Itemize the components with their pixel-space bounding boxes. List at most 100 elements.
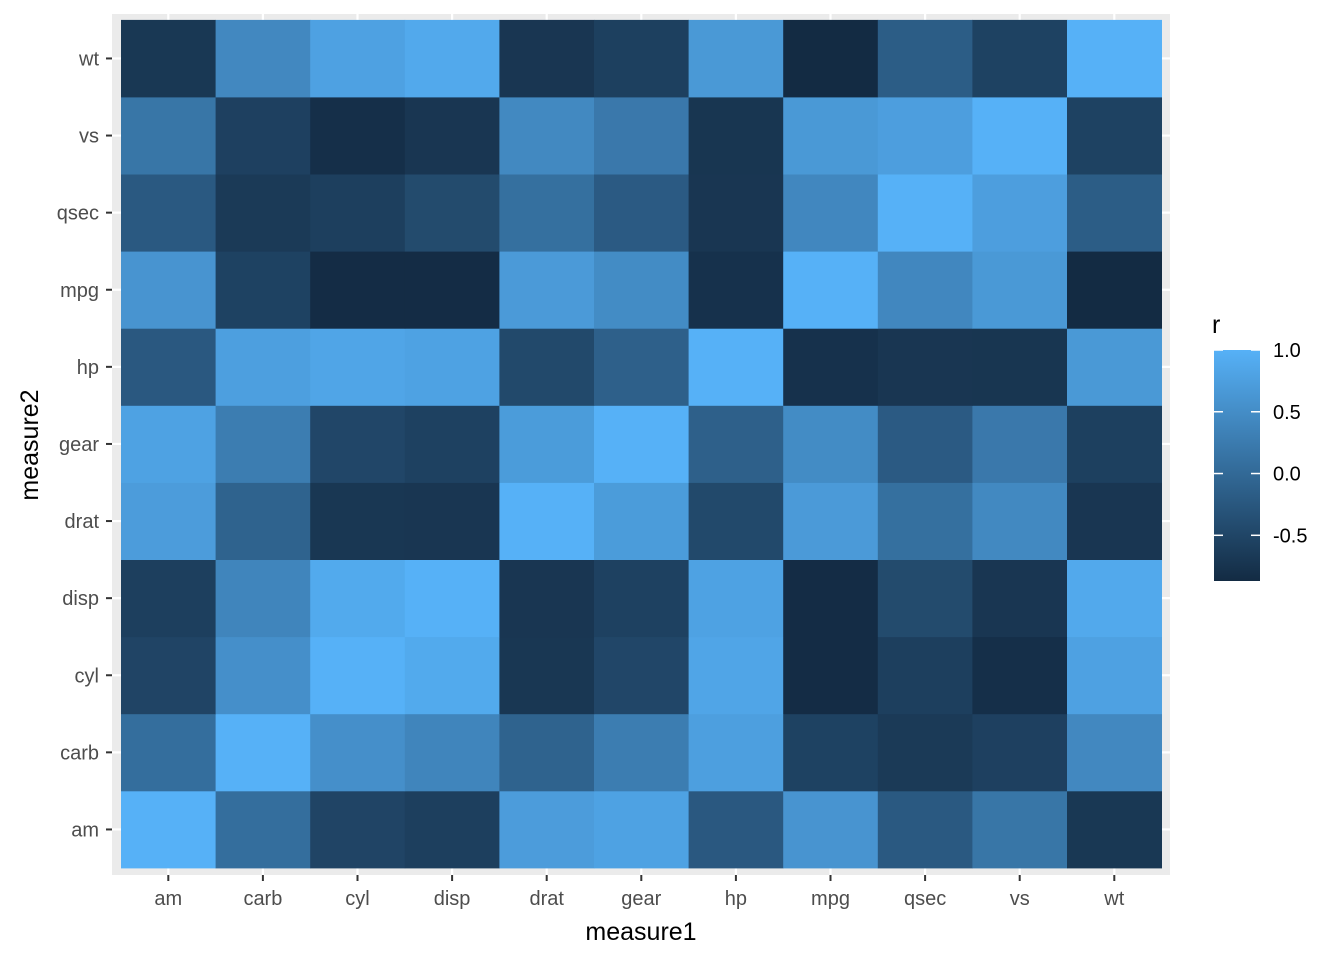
y-tick-label: gear <box>59 434 99 456</box>
tile-vs-disp <box>972 559 1068 638</box>
tile-am-qsec <box>121 174 216 252</box>
tile-mpg-cyl <box>783 636 879 715</box>
tile-qsec-disp <box>877 559 973 638</box>
x-tick-label: hp <box>725 888 747 910</box>
tile-carb-cyl <box>215 636 311 715</box>
tile-wt-drat <box>1067 482 1162 560</box>
tile-am-am <box>121 790 216 869</box>
x-tick-label: drat <box>529 888 564 910</box>
x-tick-label: vs <box>1010 888 1030 910</box>
legend-label: 0.5 <box>1273 402 1301 424</box>
tile-hp-hp <box>688 328 784 406</box>
x-tick-label: gear <box>621 888 661 910</box>
y-axis-title: measure2 <box>16 389 44 500</box>
tile-qsec-gear <box>877 405 973 483</box>
tile-mpg-qsec <box>783 174 879 252</box>
tile-wt-disp <box>1067 559 1162 638</box>
tile-qsec-drat <box>877 482 973 560</box>
tile-vs-gear <box>972 405 1068 483</box>
tile-vs-hp <box>972 328 1068 406</box>
tile-am-carb <box>121 713 216 792</box>
tile-hp-cyl <box>688 636 784 715</box>
tile-vs-cyl <box>972 636 1068 715</box>
tile-gear-disp <box>594 559 689 638</box>
legend-label: 0.0 <box>1273 464 1301 486</box>
tile-am-disp <box>121 559 216 638</box>
x-tick-label: mpg <box>811 888 850 910</box>
tile-disp-cyl <box>404 636 500 715</box>
tile-drat-disp <box>499 559 595 638</box>
tile-disp-gear <box>404 405 500 483</box>
tile-hp-disp <box>688 559 784 638</box>
y-tick-label: drat <box>65 511 100 533</box>
tile-hp-qsec <box>688 174 784 252</box>
tile-carb-qsec <box>215 174 311 252</box>
tile-qsec-am <box>877 790 973 869</box>
tile-wt-am <box>1067 790 1162 869</box>
legend-colorbar <box>1214 350 1260 581</box>
tile-am-mpg <box>121 251 216 329</box>
tile-qsec-mpg <box>877 251 973 329</box>
tile-cyl-vs <box>310 97 406 175</box>
tile-carb-am <box>215 790 311 869</box>
tile-disp-qsec <box>404 174 500 252</box>
tile-drat-qsec <box>499 174 595 252</box>
tile-drat-vs <box>499 97 595 175</box>
tile-drat-drat <box>499 482 595 560</box>
tile-wt-hp <box>1067 328 1162 406</box>
y-tick-label: cyl <box>75 665 99 687</box>
tile-wt-cyl <box>1067 636 1162 715</box>
tile-hp-drat <box>688 482 784 560</box>
x-tick-label: am <box>154 888 182 910</box>
legend-ticks: 1.0 0.5 0.0 -0.5 <box>1214 340 1307 547</box>
tile-disp-mpg <box>404 251 500 329</box>
tile-drat-am <box>499 790 595 869</box>
tile-mpg-disp <box>783 559 879 638</box>
tile-mpg-gear <box>783 405 879 483</box>
tile-hp-vs <box>688 97 784 175</box>
tile-qsec-cyl <box>877 636 973 715</box>
y-tick-label: disp <box>62 588 99 610</box>
tile-wt-carb <box>1067 713 1162 792</box>
tile-vs-am <box>972 790 1068 869</box>
tile-qsec-carb <box>877 713 973 792</box>
tile-cyl-disp <box>310 559 406 638</box>
tile-cyl-cyl <box>310 636 406 715</box>
tile-vs-drat <box>972 482 1068 560</box>
color-legend: r 1.0 0.5 0.0 -0.5 <box>1212 311 1307 581</box>
y-tick-label: hp <box>77 357 99 379</box>
tile-drat-wt <box>499 19 595 98</box>
tile-disp-vs <box>404 97 500 175</box>
tile-drat-gear <box>499 405 595 483</box>
tile-cyl-drat <box>310 482 406 560</box>
tile-wt-vs <box>1067 97 1162 175</box>
tile-wt-wt <box>1067 19 1162 98</box>
tile-am-hp <box>121 328 216 406</box>
tile-hp-wt <box>688 19 784 98</box>
tile-carb-disp <box>215 559 311 638</box>
tile-gear-vs <box>594 97 689 175</box>
tile-carb-drat <box>215 482 311 560</box>
tile-qsec-wt <box>877 19 973 98</box>
tile-hp-am <box>688 790 784 869</box>
tile-hp-gear <box>688 405 784 483</box>
tile-carb-hp <box>215 328 311 406</box>
tile-cyl-mpg <box>310 251 406 329</box>
tile-gear-mpg <box>594 251 689 329</box>
tile-drat-cyl <box>499 636 595 715</box>
x-axis-ticks: am carb cyl disp drat gear hp mpg qsec vs wt <box>154 875 1125 910</box>
legend-label: -0.5 <box>1273 525 1307 547</box>
tile-mpg-am <box>783 790 879 869</box>
tile-drat-mpg <box>499 251 595 329</box>
tile-disp-carb <box>404 713 500 792</box>
y-axis-ticks: am carb cyl disp drat gear hp mpg qsec vs wt <box>57 48 112 841</box>
tile-carb-wt <box>215 19 311 98</box>
tile-hp-mpg <box>688 251 784 329</box>
tile-drat-hp <box>499 328 595 406</box>
tile-disp-disp <box>404 559 500 638</box>
tile-wt-mpg <box>1067 251 1162 329</box>
y-tick-label: vs <box>79 126 99 148</box>
tile-mpg-hp <box>783 328 879 406</box>
tile-gear-gear <box>594 405 689 483</box>
